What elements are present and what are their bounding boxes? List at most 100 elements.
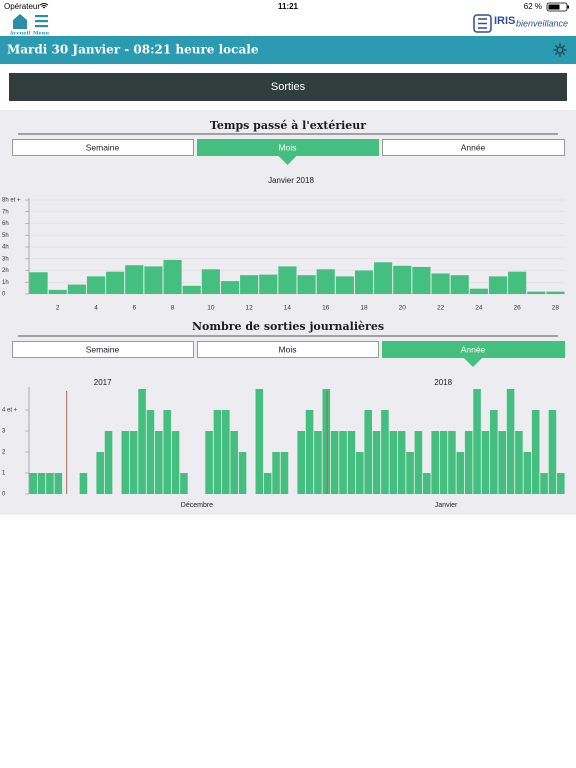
tab[interactable]: [12, 139, 194, 156]
header-title: Mardi 30 Janvier - 08:21 heure locale: [7, 43, 259, 57]
bar: [86, 276, 106, 294]
brand-subtitle: bienveillance: [516, 18, 568, 28]
x-tick-label: 14: [284, 305, 292, 312]
bar: [439, 431, 448, 494]
y-tick-label: 2: [2, 450, 6, 456]
clock: 11:21: [278, 2, 299, 11]
x-tick-label: 18: [360, 305, 368, 312]
tab-pointer: [277, 155, 298, 165]
x-tick-label: 20: [399, 305, 407, 312]
bar: [297, 275, 316, 294]
x-tick-label: 4: [94, 305, 98, 312]
bar: [280, 452, 289, 494]
bar: [255, 389, 264, 494]
bar: [54, 473, 63, 494]
bar: [347, 431, 356, 494]
home-button[interactable]: Accueil: [9, 14, 31, 37]
x-tick-label: 6: [132, 305, 136, 312]
bar: [238, 452, 247, 494]
bar: [213, 410, 222, 494]
y-tick-label: 1: [2, 471, 6, 477]
menu-button[interactable]: Menu: [33, 15, 49, 37]
chart-subtitle: Janvier 2018: [268, 176, 314, 185]
bar: [29, 272, 48, 294]
battery-tip: [567, 5, 569, 9]
bar: [414, 431, 423, 494]
y-tick-label: 1h: [2, 280, 9, 286]
bar: [431, 273, 450, 294]
x-tick-label: 2: [56, 305, 60, 312]
bar: [354, 270, 374, 294]
x-tick-label: 8: [171, 305, 175, 312]
bar: [423, 473, 431, 494]
x-tick-label: 22: [437, 305, 445, 312]
tab[interactable]: [382, 139, 565, 156]
bar: [450, 275, 469, 294]
y-tick-label: 3: [2, 429, 6, 435]
bar: [322, 389, 331, 494]
bar: [121, 431, 130, 494]
y-tick-label: 2h: [2, 268, 9, 274]
y-tick-label: 4h: [2, 245, 9, 251]
bar: [540, 473, 548, 494]
bar: [481, 431, 490, 494]
bar: [356, 452, 364, 494]
bar: [46, 473, 54, 494]
brand-name: IRIS: [494, 15, 515, 27]
tab-label: Mois: [279, 344, 297, 354]
bar: [335, 276, 354, 294]
tab-label: Mois: [279, 142, 297, 152]
bar: [469, 288, 488, 294]
bar: [201, 269, 220, 294]
bar: [364, 410, 372, 494]
tab-pointer: [463, 357, 483, 367]
y-tick-label: 8h et +: [2, 198, 21, 204]
brand-logo: IRIS bienveillance: [473, 14, 568, 33]
bar: [339, 431, 347, 494]
bar: [104, 431, 113, 494]
tab-label: Année: [461, 344, 486, 354]
bar: [406, 452, 414, 494]
tab-label: Semaine: [86, 344, 120, 354]
bar: [488, 276, 508, 294]
bar: [146, 410, 155, 494]
bar: [316, 269, 335, 294]
bar: [106, 271, 125, 294]
bar: [67, 284, 86, 294]
bar: [37, 473, 46, 494]
x-tick-label: 16: [322, 305, 330, 312]
bar: [464, 431, 473, 494]
bar: [448, 431, 456, 494]
year-label: 2017: [94, 378, 112, 387]
y-tick-label: 0: [2, 492, 6, 498]
bar: [389, 431, 398, 494]
tab[interactable]: [197, 341, 379, 358]
bar: [527, 291, 546, 294]
bar: [381, 410, 389, 494]
battery-level: 62 %: [524, 2, 542, 11]
bar: [163, 259, 182, 294]
chart-title: Temps passé à l'extérieur: [210, 119, 366, 132]
y-tick-label: 0: [2, 292, 6, 298]
bar: [182, 285, 201, 294]
y-tick-label: 4 et +: [2, 408, 18, 414]
y-tick-label: 6h: [2, 221, 9, 227]
x-tick-label: 26: [514, 305, 522, 312]
bar: [96, 452, 104, 494]
bar: [155, 431, 163, 494]
bar: [412, 266, 431, 294]
chart-title: Nombre de sorties journalières: [192, 320, 384, 333]
bar: [230, 431, 238, 494]
x-tick-label: 24: [475, 305, 483, 312]
section-button[interactable]: [9, 73, 567, 101]
bar: [259, 274, 278, 294]
bar: [506, 389, 515, 494]
x-tick-label: 12: [246, 305, 254, 312]
month-label: Janvier: [435, 502, 458, 509]
bar: [144, 266, 163, 294]
settings-button[interactable]: [553, 43, 567, 57]
tab[interactable]: [12, 341, 194, 358]
bar: [297, 431, 305, 494]
